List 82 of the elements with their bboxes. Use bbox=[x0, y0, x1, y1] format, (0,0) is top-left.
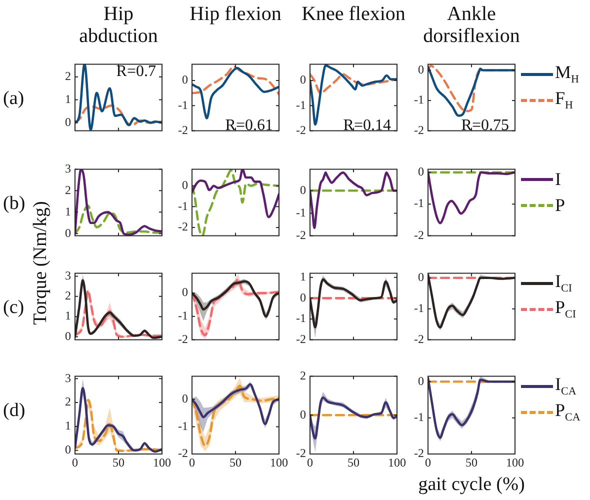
y-tick-label: 1 bbox=[300, 270, 306, 284]
y-tick-label: 2 bbox=[300, 368, 306, 382]
annotation: R=0.75 bbox=[461, 117, 509, 134]
y-tick-label: -2 bbox=[414, 446, 424, 460]
y-tick-label: 0 bbox=[300, 290, 306, 304]
x-tick-label: 100 bbox=[270, 455, 288, 470]
legend-label: M$_{H}$ bbox=[555, 62, 579, 86]
y-tick-label: -2 bbox=[414, 122, 424, 137]
text: (d) bbox=[3, 400, 26, 422]
y-tick-label: -2 bbox=[414, 332, 424, 346]
y-tick-label: 0 bbox=[300, 72, 306, 87]
y-tick-label: 0 bbox=[182, 72, 188, 87]
y-tick-label: 1 bbox=[65, 92, 71, 106]
y-tick-label: 3 bbox=[65, 268, 71, 282]
legend-label: I$_{CA}$ bbox=[555, 374, 576, 398]
y-tick-label: 0 bbox=[182, 285, 188, 300]
y-tick-label: 0 bbox=[418, 62, 424, 76]
y-tick-label: 0 bbox=[418, 270, 424, 284]
x-axis-title: gait cycle (%) bbox=[417, 474, 526, 496]
y-tick-label: -1 bbox=[296, 98, 306, 112]
y-tick-label: -1 bbox=[414, 300, 424, 315]
y-tick-label: 0 bbox=[182, 178, 188, 192]
y-tick-label: 2 bbox=[65, 68, 71, 83]
text: (c) bbox=[3, 296, 24, 318]
y-tick-label: -1 bbox=[414, 410, 424, 424]
x-tick-label: 50 bbox=[230, 455, 242, 470]
y-tick-label: 0 bbox=[65, 226, 71, 240]
y-axis-title: Torque (Nm/kg) bbox=[30, 200, 52, 327]
y-tick-label: 0 bbox=[182, 392, 188, 406]
y-tick-label: -1 bbox=[414, 196, 424, 210]
y-tick-label: 0 bbox=[418, 164, 424, 179]
y-tick-label: -1 bbox=[178, 98, 188, 112]
y-tick-label: -1 bbox=[178, 198, 188, 213]
y-tick-label: -1 bbox=[296, 205, 306, 220]
legend-label: I$_{CI}$ bbox=[555, 271, 572, 295]
text: (a) bbox=[3, 88, 24, 110]
y-tick-label: 0 bbox=[300, 182, 306, 197]
y-tick-label: 1 bbox=[65, 418, 71, 433]
legend-label: P$_{CA}$ bbox=[555, 400, 580, 424]
y-tick-label: -2 bbox=[178, 220, 188, 234]
y-tick-label: 1 bbox=[65, 308, 71, 323]
y-tick-label: 0 bbox=[65, 442, 71, 457]
y-tick-label: -1 bbox=[296, 311, 306, 326]
y-tick-label: 2 bbox=[65, 182, 71, 197]
x-tick-label: 100 bbox=[388, 455, 406, 470]
chart-title: Hip abduction bbox=[78, 3, 159, 47]
x-tick-label: 50 bbox=[112, 455, 124, 470]
x-tick-label: 50 bbox=[348, 455, 360, 470]
annotation: R=0.61 bbox=[225, 117, 273, 134]
y-tick-label: -2 bbox=[296, 122, 306, 137]
y-tick-label: -2 bbox=[178, 332, 188, 346]
y-tick-label: -2 bbox=[414, 228, 424, 242]
y-tick-label: -2 bbox=[296, 446, 306, 460]
y-tick-label: 2 bbox=[65, 394, 71, 409]
y-tick-label: 1 bbox=[65, 204, 71, 218]
y-tick-label: -2 bbox=[178, 122, 188, 137]
y-tick-label: 3 bbox=[65, 161, 71, 176]
y-tick-label: 2 bbox=[65, 288, 71, 303]
y-tick-label: -2 bbox=[296, 228, 306, 242]
x-tick-label: 50 bbox=[466, 455, 478, 470]
y-tick-label: -2 bbox=[178, 446, 188, 460]
chart-title: Ankle dorsiflexion bbox=[422, 3, 521, 47]
y-tick-label: -1 bbox=[178, 308, 188, 323]
y-tick-label: 0 bbox=[65, 328, 71, 343]
y-tick-label: -2 bbox=[296, 332, 306, 346]
chart-title: Knee flexion bbox=[300, 3, 406, 25]
legend-label: P$_{CI}$ bbox=[555, 297, 576, 321]
legend-label: P bbox=[555, 194, 566, 216]
x-tick-label: 100 bbox=[153, 455, 171, 470]
annotation: R=0.14 bbox=[343, 117, 391, 134]
x-tick-label: 100 bbox=[506, 455, 524, 470]
legend-label: F$_{H}$ bbox=[555, 88, 573, 112]
y-tick-label: 0 bbox=[65, 114, 71, 129]
annotation: R=0.7 bbox=[116, 63, 156, 80]
text: (b) bbox=[3, 192, 26, 214]
y-tick-label: 3 bbox=[65, 370, 71, 385]
legend-label: I bbox=[555, 168, 561, 190]
y-tick-label: 0 bbox=[418, 374, 424, 388]
y-tick-label: -1 bbox=[414, 92, 424, 107]
y-tick-label: -1 bbox=[178, 418, 188, 433]
chart-title: Hip flexion bbox=[188, 3, 282, 25]
y-tick-label: 0 bbox=[300, 407, 306, 422]
